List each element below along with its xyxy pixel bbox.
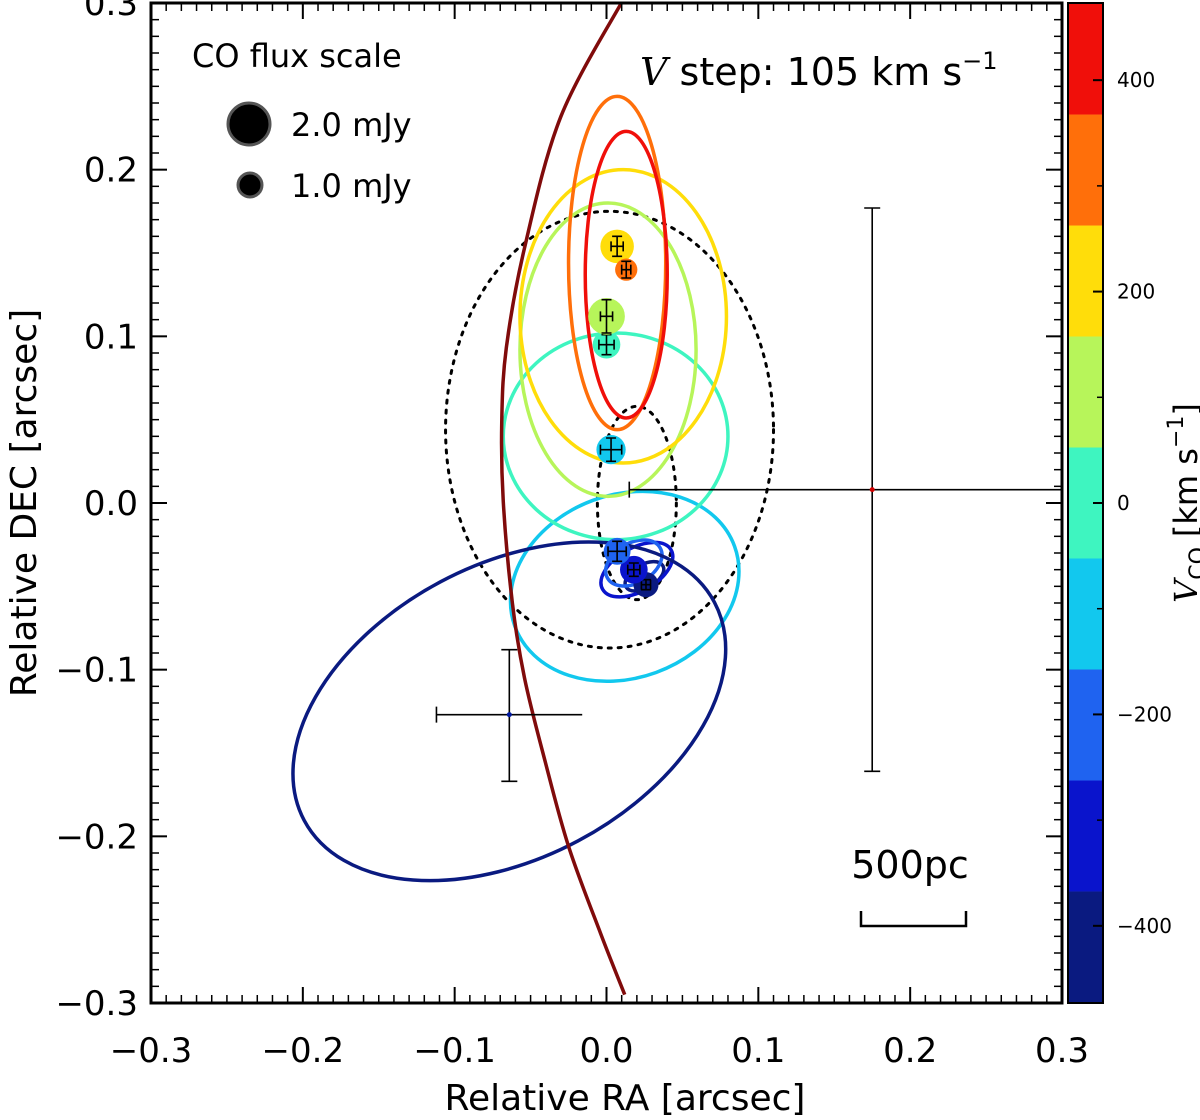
colorbar-tick-label: −400: [1117, 914, 1172, 938]
colorbar-title-sub: CO: [1186, 547, 1200, 580]
legend-label-2mjy: 2.0 mJy: [291, 106, 412, 144]
colorbar: −400 −200 0 200 400: [1068, 3, 1172, 1003]
co-component-yerr: [628, 562, 639, 578]
x-tick-label: 0.3: [1035, 1031, 1089, 1071]
x-axis-title: Relative RA [arcsec]: [445, 1078, 806, 1119]
colorbar-title-units-end: ]: [1167, 403, 1200, 415]
velocity-step-symbol: V: [640, 50, 671, 94]
marker-layer: [588, 229, 659, 598]
position-error-center: [506, 712, 512, 718]
x-tick-label: 0.0: [579, 1031, 633, 1071]
colorbar-segment: [1068, 669, 1103, 781]
colorbar-tick-label: 0: [1117, 491, 1130, 515]
x-tick-label: 0.2: [883, 1031, 937, 1071]
velocity-ellipse: [518, 201, 698, 499]
flux-legend: CO flux scale 2.0 mJy 1.0 mJy: [192, 37, 412, 205]
colorbar-title-symbol: V: [1167, 577, 1200, 603]
position-error-center: [869, 487, 875, 493]
colorbar-tick-label: −200: [1117, 702, 1172, 726]
velocity-ellipse: [291, 540, 728, 883]
co-component-yerr: [621, 260, 632, 279]
colorbar-segment: [1068, 891, 1103, 1003]
colorbar-tick-label: 200: [1117, 280, 1155, 304]
colorbar-segment: [1068, 225, 1103, 337]
co-component-yerr: [606, 437, 617, 463]
y-tick-label: 0.0: [84, 484, 138, 524]
colorbar-title: VCO [km s−1]: [1164, 403, 1200, 603]
legend-marker-2mjy: [226, 101, 272, 147]
y-tick-label: −0.3: [55, 984, 138, 1024]
y-axis-title: Relative DEC [arcsec]: [4, 309, 45, 697]
critical-curve-arc: [499, 3, 627, 996]
axis-ticks: −0.3 −0.2 −0.1 0.0 0.1 0.2 0.3 −0.3 −0.2 −0.1 0.0 0…: [55, 0, 1089, 1071]
flux-legend-title: CO flux scale: [192, 37, 402, 75]
x-tick-label: −0.1: [413, 1031, 496, 1071]
colorbar-title-units-sup: −1: [1164, 416, 1189, 448]
colorbar-segment: [1068, 114, 1103, 226]
y-tick-label: 0.2: [84, 151, 138, 191]
colorbar-tick-label: 400: [1117, 68, 1155, 92]
arc-layer: [499, 3, 627, 996]
ellipse-layer: [291, 94, 776, 883]
colorbar-segment: [1068, 780, 1103, 892]
position-error-cross: [628, 207, 1062, 773]
y-tick-label: 0.1: [84, 317, 138, 357]
velocity-step-sup: −1: [962, 47, 997, 75]
colorbar-segment: [1068, 3, 1103, 115]
cross-layer: [435, 207, 1062, 783]
scale-bar-line: [859, 911, 968, 928]
legend-label-1mjy: 1.0 mJy: [291, 167, 412, 205]
velocity-ellipse: [518, 167, 729, 465]
scale-bar: 500pc: [851, 843, 969, 928]
colorbar-title-units: [km s: [1167, 448, 1200, 537]
colorbar-segment: [1068, 336, 1103, 448]
co-component-yerr: [612, 540, 623, 563]
x-tick-label: 0.1: [731, 1031, 785, 1071]
dotted-ellipse: [595, 404, 678, 602]
y-tick-label: −0.1: [55, 651, 138, 691]
dotted-ellipse: [444, 209, 776, 650]
co-component-yerr: [601, 298, 612, 334]
velocity-step-text: step: 105 km s: [680, 50, 963, 94]
x-tick-label: −0.2: [262, 1031, 345, 1071]
y-tick-label: −0.2: [55, 817, 138, 857]
y-tick-label: 0.3: [84, 0, 138, 24]
colorbar-segment: [1068, 558, 1103, 670]
velocity-step-label: V step: 105 km s−1: [640, 47, 998, 94]
colorbar-frame: [1067, 2, 1104, 1004]
co-component-yerr: [612, 235, 623, 258]
velocity-ellipse: [583, 129, 669, 420]
legend-marker-1mjy: [236, 171, 264, 199]
scale-bar-label: 500pc: [851, 843, 969, 887]
x-tick-label: −0.3: [110, 1031, 193, 1071]
